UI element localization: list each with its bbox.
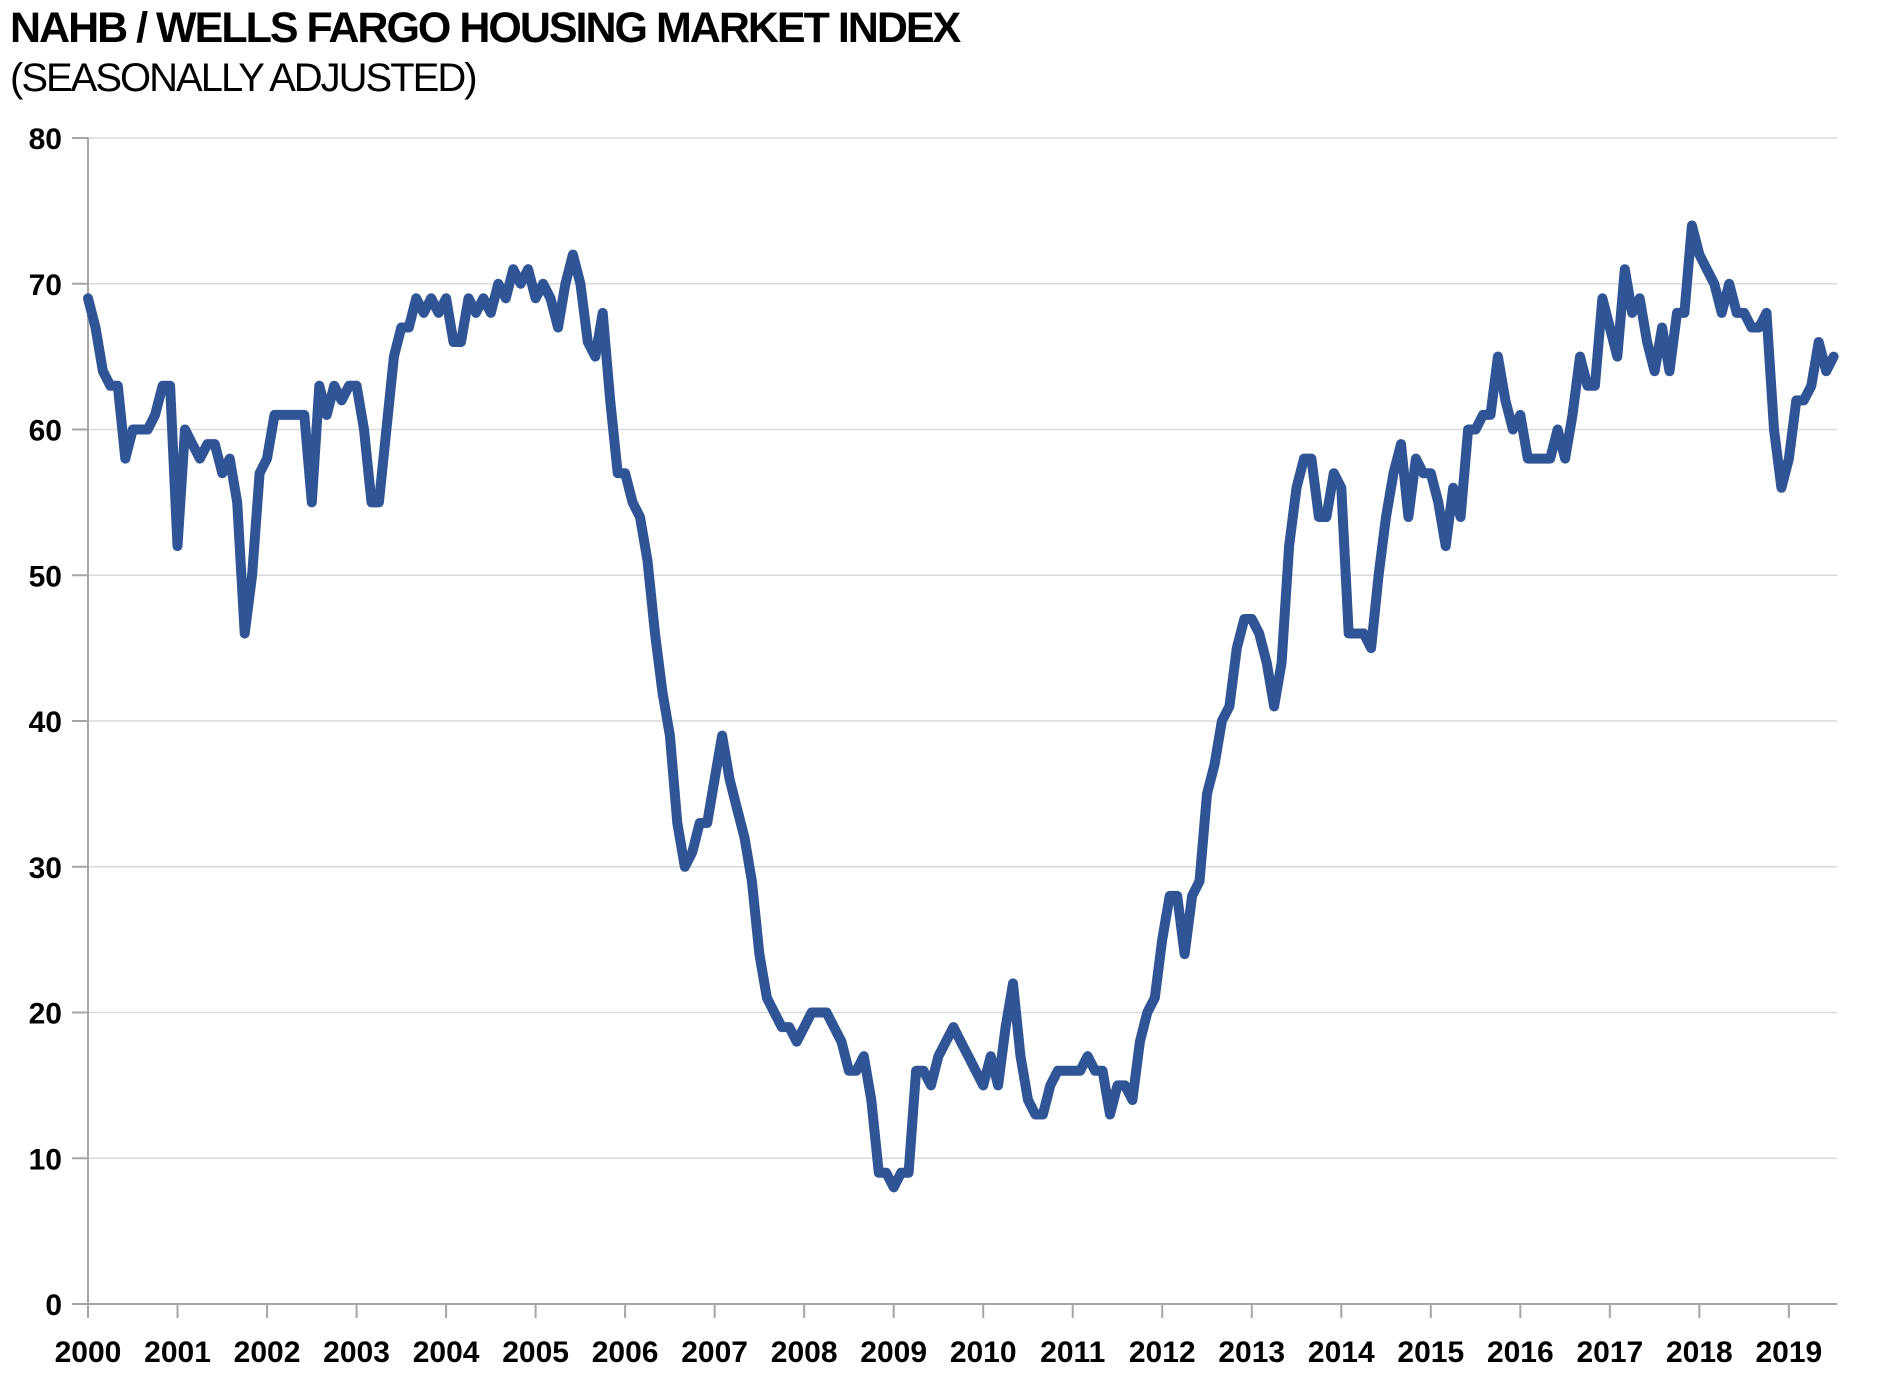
x-tick-label-2002: 2002 — [234, 1336, 301, 1369]
x-tick-label-2008: 2008 — [771, 1336, 838, 1369]
x-tick-label-2007: 2007 — [681, 1336, 748, 1369]
y-tick-label-30: 30 — [29, 852, 62, 885]
y-tick-label-70: 70 — [29, 269, 62, 302]
series — [83, 220, 1839, 1193]
y-tick-label-10: 10 — [29, 1143, 62, 1176]
x-tick-label-2014: 2014 — [1308, 1336, 1375, 1369]
x-tick-label-2009: 2009 — [860, 1336, 927, 1369]
axes — [72, 137, 1790, 1318]
x-tick-label-2011: 2011 — [1040, 1336, 1105, 1369]
chart-subtitle: (SEASONALLY ADJUSTED) — [10, 56, 478, 100]
x-tick-label-2012: 2012 — [1129, 1336, 1196, 1369]
gridlines — [88, 137, 1837, 1305]
x-tick-label-2010: 2010 — [950, 1336, 1017, 1369]
x-tick-label-2000: 2000 — [55, 1336, 122, 1369]
x-tick-label-2004: 2004 — [413, 1336, 480, 1369]
y-tick-label-40: 40 — [29, 706, 62, 739]
y-tick-label-50: 50 — [29, 560, 62, 593]
y-tick-label-0: 0 — [45, 1289, 62, 1322]
y-tick-label-60: 60 — [29, 415, 62, 448]
y-tick-label-20: 20 — [29, 998, 62, 1031]
y-tick-label-80: 80 — [29, 123, 62, 156]
chart-title: NAHB / WELLS FARGO HOUSING MARKET INDEX — [10, 4, 961, 52]
x-tick-label-2019: 2019 — [1756, 1336, 1823, 1369]
x-tick-label-2013: 2013 — [1218, 1336, 1285, 1369]
hmi-line-series — [83, 220, 1839, 1193]
x-tick-label-2018: 2018 — [1666, 1336, 1733, 1369]
x-tick-label-2005: 2005 — [502, 1336, 569, 1369]
axis-labels: 0 10 20 30 40 50 60 70 80 2000 2001 2002 2003 2004 200… — [29, 123, 1823, 1369]
x-tick-label-2001: 2001 — [144, 1336, 211, 1369]
x-tick-label-2016: 2016 — [1487, 1336, 1554, 1369]
x-tick-label-2017: 2017 — [1576, 1336, 1643, 1369]
x-tick-label-2003: 2003 — [323, 1336, 390, 1369]
x-tick-label-2015: 2015 — [1397, 1336, 1464, 1369]
x-tick-label-2006: 2006 — [592, 1336, 659, 1369]
